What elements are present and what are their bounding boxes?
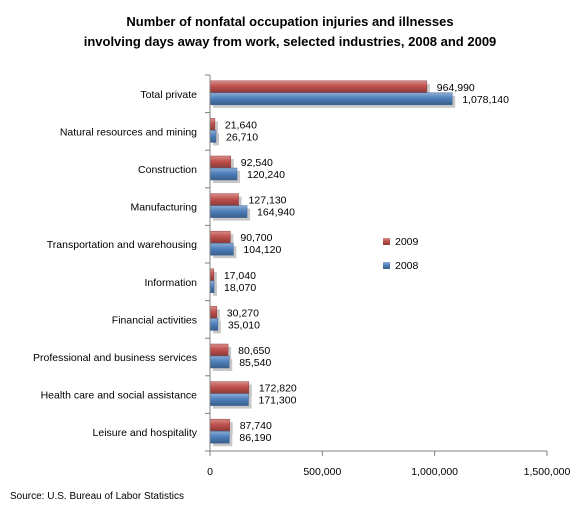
legend-swatch-2008 — [383, 262, 390, 269]
data-label: 18,070 — [224, 282, 256, 294]
x-tick-label: 1,500,000 — [524, 466, 571, 478]
bar-2009 — [209, 418, 230, 432]
data-label: 86,190 — [239, 432, 271, 444]
data-label: 90,700 — [240, 232, 272, 244]
legend-swatch-2009 — [383, 238, 390, 245]
data-label: 104,120 — [243, 244, 281, 256]
legend-label-2009: 2009 — [395, 236, 419, 248]
bar-2009 — [209, 80, 428, 94]
bar-2008 — [209, 167, 238, 181]
category-label: Total private — [140, 89, 197, 101]
data-label: 964,990 — [437, 82, 475, 94]
bar-shadow — [213, 271, 217, 284]
bar-2009 — [209, 343, 229, 357]
bar-2009 — [209, 193, 239, 206]
bar-shadow — [213, 283, 218, 296]
bar-2009 — [209, 381, 250, 394]
bar-2008 — [209, 430, 230, 444]
x-tick-label: 1,000,000 — [411, 466, 458, 478]
data-label: 164,940 — [257, 207, 295, 219]
category-label: Professional and business services — [33, 352, 197, 364]
bar-2009 — [209, 268, 215, 282]
category-label: Natural resources and mining — [60, 126, 197, 138]
data-label: 35,010 — [228, 319, 260, 331]
data-label: 127,130 — [249, 195, 287, 207]
legend-label-2008: 2008 — [395, 260, 419, 272]
data-label: 17,040 — [224, 270, 256, 282]
data-label: 30,270 — [227, 307, 259, 319]
chart-title-line2: involving days away from work, selected … — [83, 34, 497, 49]
data-label: 120,240 — [247, 169, 285, 181]
bar-2008 — [209, 130, 217, 143]
category-label: Information — [144, 277, 197, 289]
chart-title: Number of nonfatal occupation injuries a… — [0, 12, 580, 52]
data-label: 171,300 — [258, 395, 296, 407]
bar-2008 — [209, 242, 234, 256]
bar-2009 — [209, 306, 218, 319]
category-label: Transportation and warehousing — [47, 239, 197, 251]
x-tick-label: 0 — [207, 466, 213, 478]
bar-2008 — [209, 92, 453, 106]
data-label: 1,078,140 — [462, 94, 509, 106]
data-label: 26,710 — [226, 131, 258, 143]
source-note: Source: U.S. Bureau of Labor Statistics — [10, 491, 184, 502]
category-label: Financial activities — [112, 314, 197, 326]
data-label: 85,540 — [239, 357, 271, 369]
data-label: 21,640 — [225, 119, 257, 131]
category-label: Leisure and hospitality — [93, 427, 198, 439]
bar-2009 — [209, 155, 232, 169]
bar-2009 — [209, 118, 216, 131]
bar-2008 — [209, 393, 249, 406]
data-label: 172,820 — [259, 383, 297, 395]
category-label: Manufacturing — [130, 202, 197, 214]
bar-shadow — [213, 121, 218, 134]
bar-2008 — [209, 355, 230, 369]
chart-title-line1: Number of nonfatal occupation injuries a… — [126, 14, 454, 29]
x-tick-label: 500,000 — [303, 466, 341, 478]
bar-2008 — [209, 280, 215, 294]
bar-2008 — [209, 318, 219, 331]
bar-2009 — [209, 230, 231, 244]
data-label: 80,650 — [238, 345, 270, 357]
bar-2008 — [209, 205, 248, 218]
category-label: Health care and social assistance — [41, 390, 198, 402]
category-label: Construction — [138, 164, 197, 176]
data-label: 92,540 — [241, 157, 273, 169]
data-label: 87,740 — [240, 420, 272, 432]
